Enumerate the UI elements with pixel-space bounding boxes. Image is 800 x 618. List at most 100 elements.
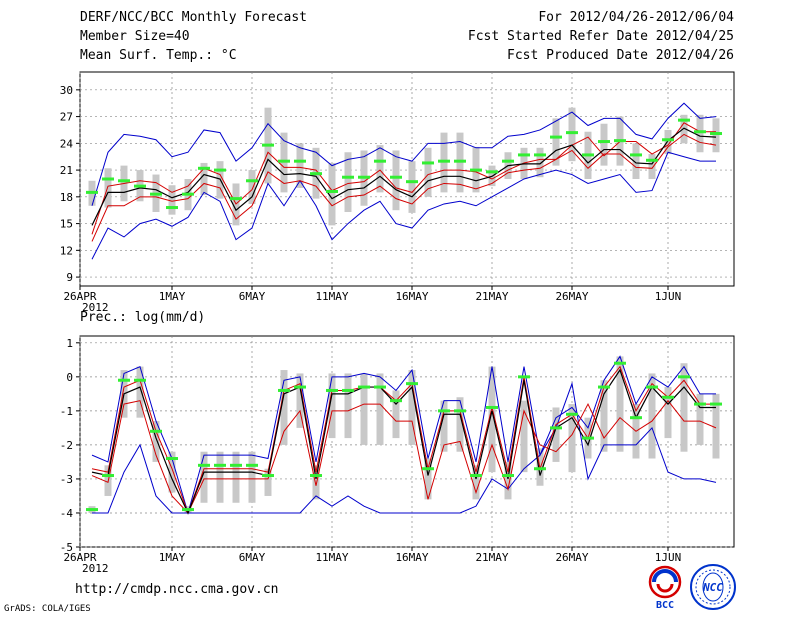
temp-member-bar [648, 154, 656, 179]
temp-obs-marker [710, 132, 722, 136]
temp-y-tick-label: 12 [60, 244, 73, 257]
temp-x-tick-label: 11MAY [315, 290, 348, 303]
prec-member-bar [136, 366, 144, 418]
temp-member-bar [424, 147, 432, 197]
prec-obs-marker [310, 474, 322, 478]
member-size-label: Member Size=40 [80, 29, 190, 44]
prec-obs-marker [358, 385, 370, 389]
prec-member-bar [504, 461, 512, 500]
prec-obs-marker [118, 378, 130, 382]
prec-obs-marker [454, 409, 466, 413]
temp-x-tick-label: 1MAY [159, 290, 186, 303]
prec-obs-marker [182, 508, 194, 512]
prec-obs-marker [598, 385, 610, 389]
temp-obs-marker [150, 192, 162, 196]
forecast-started-date: Fcst Started Refer Date 2012/04/25 [467, 29, 734, 44]
temp-obs-marker [166, 206, 178, 210]
temp-x-tick-label: 1JUN [655, 290, 682, 303]
prec-obs-marker [214, 463, 226, 467]
temp-ensemble-mean-line [91, 127, 717, 226]
temp-obs-marker [534, 153, 546, 157]
prec-member-bar [440, 400, 448, 452]
temp-obs-marker [406, 180, 418, 184]
temp-obs-marker [566, 131, 578, 135]
temp-obs-marker [502, 159, 514, 163]
temp-obs-marker [598, 140, 610, 144]
prec-obs-marker [278, 388, 290, 392]
prec-x-tick-label: 21MAY [475, 551, 508, 564]
temp-x-tick-label: 21MAY [475, 290, 508, 303]
temp-member-bar [696, 114, 704, 153]
prec-y-tick-label: -3 [60, 473, 73, 486]
temp-member-bar [104, 168, 112, 208]
prec-member-bar [376, 373, 384, 445]
temp-member-bar [296, 143, 304, 188]
temp-x-tick-label: 16MAY [395, 290, 428, 303]
temp-obs-marker [470, 168, 482, 172]
temp-obs-marker [374, 159, 386, 163]
temp-obs-marker [294, 159, 306, 163]
temp-member-bar [536, 147, 544, 178]
prec-member-bar [680, 363, 688, 452]
prec-obs-marker [326, 388, 338, 392]
prec-obs-marker [230, 463, 242, 467]
temp-y-tick-label: 24 [60, 137, 74, 150]
prec-obs-marker [694, 402, 706, 406]
temp-obs-marker [518, 153, 530, 157]
forecast-produced-date: Fcst Produced Date 2012/04/26 [507, 48, 734, 63]
prec-x-tick-label: 6MAY [239, 551, 266, 564]
temp-y-tick-label: 9 [66, 271, 73, 284]
temp-member-bar [392, 150, 400, 211]
temp-obs-marker [486, 170, 498, 174]
temp-member-bar [552, 118, 560, 166]
prec-year-label: 2012 [82, 562, 109, 575]
source-url[interactable]: http://cmdp.ncc.cma.gov.cn [75, 582, 279, 597]
prec-member-bar [312, 465, 320, 500]
temp-obs-marker [550, 135, 562, 139]
prec-member-bar [520, 400, 528, 473]
prec-y-tick-label: 0 [66, 371, 73, 384]
prec-obs-marker [502, 474, 514, 478]
prec-obs-marker [614, 361, 626, 365]
temp-obs-marker [390, 175, 402, 179]
prec-x-tick-label: 26APR [63, 551, 96, 564]
prec-x-tick-label: 11MAY [315, 551, 348, 564]
prec-max-line [91, 355, 716, 515]
prec-obs-marker [86, 508, 98, 512]
prec-obs-marker [102, 474, 114, 478]
temp-obs-marker [182, 192, 194, 196]
prec-x-tick-label: 1MAY [159, 551, 186, 564]
prec-obs-marker [374, 385, 386, 389]
prec-member-bar [616, 356, 624, 452]
chart-title: DERF/NCC/BCC Monthly Forecast [80, 10, 307, 25]
prec-member-bar [168, 451, 176, 493]
prec-obs-marker [150, 429, 162, 433]
prec-obs-marker [390, 399, 402, 403]
prec-member-bar [600, 380, 608, 452]
prec-obs-marker [646, 385, 658, 389]
prec-x-tick-label: 26MAY [555, 551, 588, 564]
temp-obs-marker [646, 158, 658, 162]
temp-obs-marker [326, 189, 338, 193]
prec-obs-marker [678, 375, 690, 379]
temp-member-bar [200, 162, 208, 196]
variable-label: Mean Surf. Temp.: °C [80, 48, 237, 63]
prec-ensemble-mean-line [91, 368, 716, 515]
temp-obs-marker [278, 159, 290, 163]
temp-member-bar [168, 185, 176, 215]
temp-lower-spread-line [91, 122, 716, 235]
grads-credit: GrADS: COLA/IGES [4, 604, 91, 614]
temp-obs-marker [86, 190, 98, 194]
prec-member-bar [360, 373, 368, 445]
prec-member-bar [344, 373, 352, 439]
prec-obs-marker [550, 426, 562, 430]
prec-member-bar [328, 373, 336, 439]
temp-member-bar [680, 114, 688, 144]
prec-member-bar [280, 370, 288, 445]
prec-y-tick-label: -5 [60, 541, 73, 554]
temp-member-bar [600, 123, 608, 166]
prec-member-bar [296, 373, 304, 428]
bcc-logo-text: BCC [656, 600, 674, 610]
ncc-logo: NCC [690, 564, 736, 610]
